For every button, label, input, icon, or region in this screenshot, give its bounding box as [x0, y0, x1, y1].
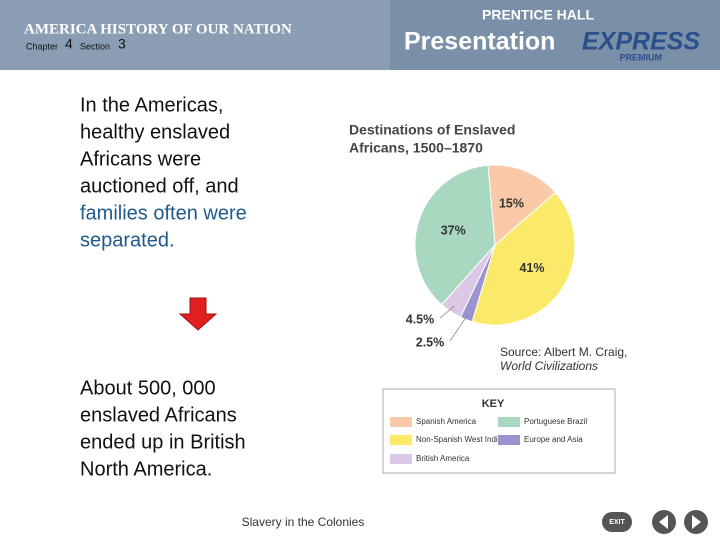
- series-title: AMERICA HISTORY OF OUR NATION: [24, 21, 292, 37]
- body-line: Africans were: [80, 148, 201, 170]
- legend-label: Portuguese Brazil: [524, 417, 587, 426]
- chart-title: Destinations of Enslaved: [349, 122, 515, 138]
- edition: PREMIUM: [620, 52, 663, 62]
- leader-line: [449, 313, 469, 342]
- legend-swatch: [390, 417, 412, 427]
- value-label: 2.5%: [416, 335, 445, 349]
- legend-label: Non-Spanish West Indies: [416, 435, 506, 444]
- chart-title: Africans, 1500–1870: [349, 140, 483, 156]
- body-line: In the Americas,: [80, 94, 223, 116]
- legend-swatch: [498, 435, 520, 445]
- down-arrow: [178, 297, 218, 331]
- publisher: PRENTICE HALL: [482, 7, 594, 23]
- back-icon: [659, 515, 668, 529]
- pie: 15% 41% 2.5% 4.5% 37%: [406, 164, 576, 349]
- pie-slice: [471, 191, 576, 326]
- section-number: 3: [118, 36, 126, 52]
- legend-label: Spanish America: [416, 417, 477, 426]
- body-line: North America.: [80, 458, 212, 480]
- paragraph-2: About 500, 000 enslaved Africans ended up …: [80, 377, 246, 480]
- legend: Spanish America Non-Spanish West Indies Eu…: [390, 417, 587, 464]
- legend-swatch: [390, 435, 412, 445]
- exit-label[interactable]: EXIT: [609, 519, 625, 526]
- legend-label: Europe and Asia: [524, 435, 583, 444]
- exit-button[interactable]: [602, 512, 632, 532]
- source-title: World Civilizations: [500, 359, 598, 373]
- header-left: [0, 0, 390, 70]
- body-line: auctioned off, and: [80, 175, 239, 197]
- source: Source: Albert M. Craig,: [500, 345, 627, 359]
- chapter-number: 4: [65, 36, 73, 52]
- body-line: healthy enslaved: [80, 121, 230, 143]
- body-line: separated.: [80, 229, 175, 251]
- product-accent: EXPRESS: [582, 28, 700, 56]
- section-label: Section: [80, 41, 110, 51]
- pie-slice: [414, 164, 496, 306]
- legend-box: [382, 388, 616, 474]
- legend-label: British America: [416, 454, 470, 463]
- pie-slice: [487, 164, 557, 247]
- chapter-label: Chapter: [26, 41, 58, 51]
- footer-caption: Slavery in the Colonies: [242, 515, 365, 529]
- body-line: ended up in British: [80, 431, 246, 453]
- paragraph-1: In the Americas, healthy enslaved Africans…: [80, 94, 247, 251]
- legend-swatch: [498, 417, 520, 427]
- legend-swatch: [390, 454, 412, 464]
- value-label: 4.5%: [406, 312, 435, 326]
- leader-line: [439, 305, 455, 319]
- next-icon: [692, 515, 701, 529]
- product: Presentation: [404, 28, 555, 56]
- value-label: 15%: [499, 197, 524, 211]
- legend-title: KEY: [482, 398, 505, 410]
- body-line: enslaved Africans: [80, 404, 237, 426]
- body-line: About 500, 000: [80, 377, 216, 399]
- value-label: 37%: [441, 223, 466, 237]
- body-line: families often were: [80, 202, 247, 224]
- value-label: 41%: [519, 261, 544, 275]
